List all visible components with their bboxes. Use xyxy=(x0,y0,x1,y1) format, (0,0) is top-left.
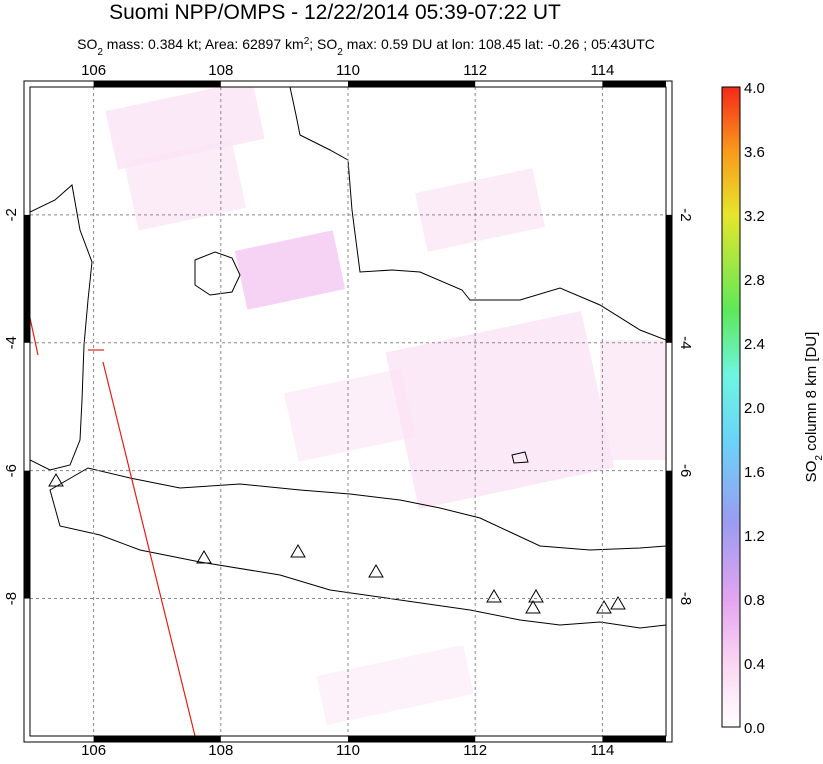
orbit-edge xyxy=(30,318,195,736)
x-tick-label: 106 xyxy=(81,62,106,79)
x-tick-label: 114 xyxy=(590,742,614,759)
y-tick-label: -8 xyxy=(677,592,694,605)
text-part: column 8 km [DU] xyxy=(803,332,820,455)
title: Suomi NPP/OMPS - 12/22/2014 05:39-07:22 … xyxy=(109,1,561,24)
colorbar xyxy=(722,87,740,727)
colorbar-tick-label: 0.8 xyxy=(744,592,765,609)
text-part: max: 0.59 DU at lon: 108.45 lat: -0.26 ;… xyxy=(343,36,655,52)
colorbar-tick-label: 2.4 xyxy=(744,336,765,353)
x-tick-label: 112 xyxy=(463,742,487,759)
colorbar-tick-label: 4.0 xyxy=(744,80,765,97)
frame-bar xyxy=(666,471,672,599)
text-part: SO xyxy=(803,461,820,483)
y-tick-label: -2 xyxy=(3,208,20,221)
subtitle: SO2 mass: 0.384 kt; Area: 62897 km2; SO2… xyxy=(77,36,655,58)
x-tick-label: 110 xyxy=(336,742,360,759)
text-part: ; SO xyxy=(309,36,337,52)
colorbar-tick-label: 1.2 xyxy=(744,528,765,545)
colorbar-tick-label: 0.0 xyxy=(744,720,765,737)
colorbar-tick-label: 0.4 xyxy=(744,656,765,673)
frame-bar xyxy=(348,736,475,742)
text-part: mass: 0.384 kt; Area: 62897 km xyxy=(103,36,304,52)
y-tick-label: -6 xyxy=(3,464,20,477)
y-tick-label: -4 xyxy=(3,336,20,349)
frame-bar xyxy=(94,736,221,742)
frame-bar xyxy=(24,215,30,343)
x-tick-label: 114 xyxy=(590,62,614,79)
x-tick-label: 108 xyxy=(208,62,233,79)
x-tick-label: 108 xyxy=(208,742,233,759)
colorbar-tick-label: 2.0 xyxy=(744,400,765,417)
x-tick-label: 106 xyxy=(81,742,106,759)
y-tick-label: -4 xyxy=(677,336,694,349)
x-tick-label: 110 xyxy=(336,62,360,79)
text-part: SO xyxy=(77,36,97,52)
so2-patches xyxy=(105,80,670,725)
colorbar-tick-label: 1.6 xyxy=(744,464,765,481)
frame-bar xyxy=(24,471,30,599)
y-tick-label: -8 xyxy=(3,592,20,605)
colorbar-label: SO2 column 8 km [DU] xyxy=(803,332,823,483)
colorbar-tick-label: 3.6 xyxy=(744,144,765,161)
colorbar-tick-label: 2.8 xyxy=(744,272,765,289)
y-tick-label: -6 xyxy=(677,464,694,477)
colorbar-tick-label: 3.2 xyxy=(744,208,765,225)
frame-bar xyxy=(666,215,672,343)
frame-bar xyxy=(348,81,475,87)
y-tick-label: -2 xyxy=(677,208,694,221)
frame-bar xyxy=(94,81,221,87)
x-tick-label: 112 xyxy=(463,62,487,79)
map-area xyxy=(30,80,670,736)
frame-bar xyxy=(602,81,666,87)
